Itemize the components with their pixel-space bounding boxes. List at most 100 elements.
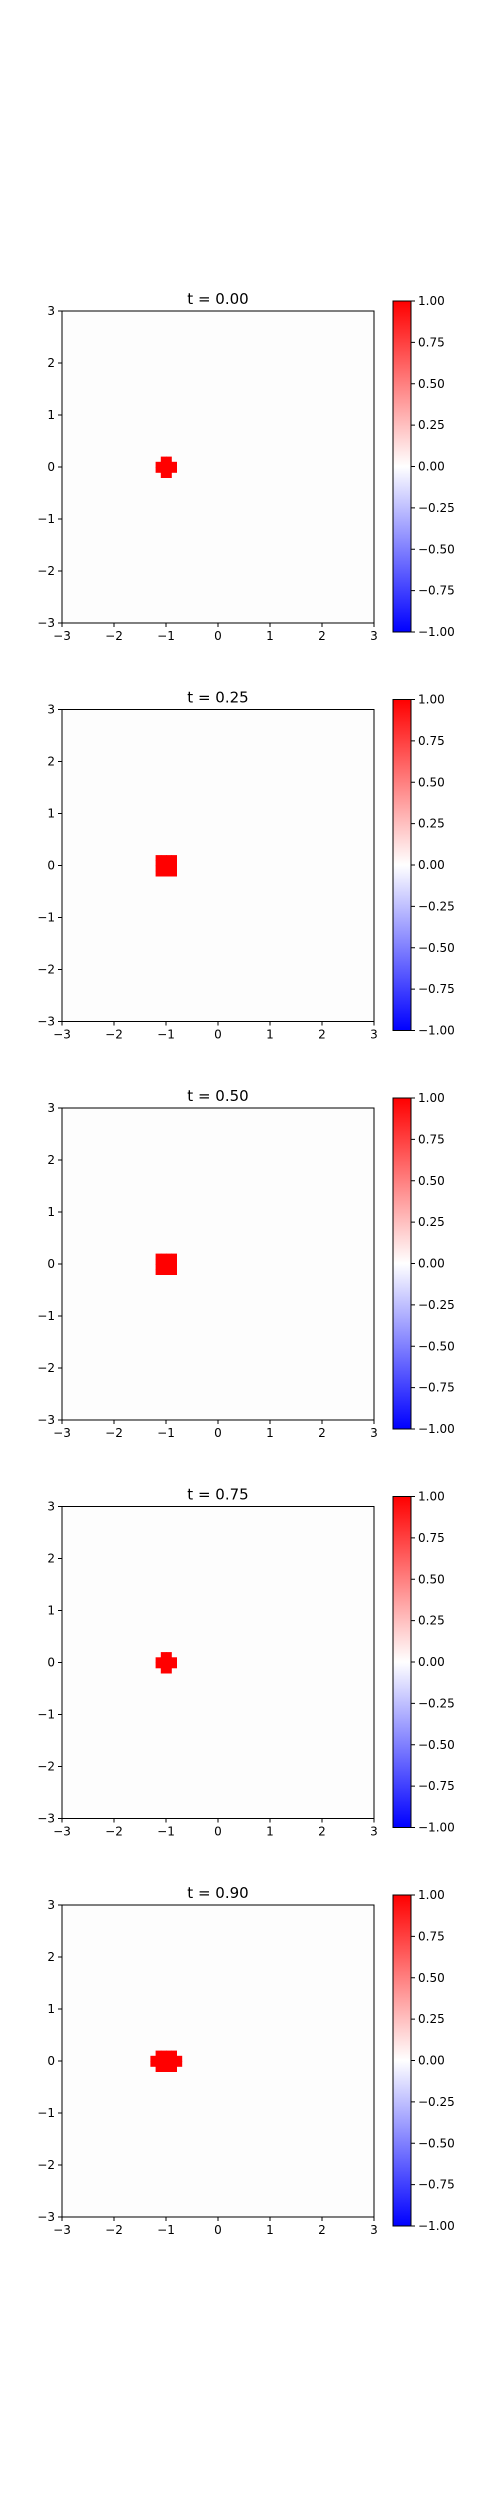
heatmap-cell xyxy=(160,1652,167,1658)
heatmap-cell xyxy=(171,860,177,867)
heatmap-cell xyxy=(166,472,172,478)
x-tick-label: 0 xyxy=(214,1825,222,1839)
heatmap-cell xyxy=(160,2061,167,2067)
heatmap-cell xyxy=(160,456,167,463)
colorbar-tick-label: −0.75 xyxy=(418,2178,455,2192)
x-tick-label: 2 xyxy=(318,2223,326,2237)
heatmap-cell xyxy=(155,2061,162,2067)
x-tick-label: 0 xyxy=(214,629,222,643)
plot-title: t = 0.90 xyxy=(187,1884,248,1902)
colorbar-tick-label: −0.50 xyxy=(418,1339,455,1353)
x-tick-label: 1 xyxy=(266,1028,274,1042)
y-tick-label: 0 xyxy=(47,1656,55,1670)
heatmap-cell xyxy=(150,2061,157,2067)
y-tick-label: −2 xyxy=(37,564,55,578)
heatmap-cell xyxy=(171,461,177,468)
y-tick-label: 1 xyxy=(47,1604,55,1618)
heatmap-cell xyxy=(155,855,162,861)
x-tick-label: −1 xyxy=(157,1028,175,1042)
y-tick-label: −3 xyxy=(37,1812,55,1826)
heatmap-cell xyxy=(155,1657,162,1664)
heatmap-background xyxy=(62,1905,374,2217)
heatmap-cell xyxy=(166,1253,172,1260)
heatmap-cell xyxy=(160,2055,167,2062)
heatmap-cell xyxy=(166,461,172,468)
colorbar-tick-label: −0.25 xyxy=(418,1696,455,1710)
y-tick-label: 3 xyxy=(47,703,55,717)
y-tick-label: −3 xyxy=(37,616,55,630)
heatmap-cell xyxy=(155,870,162,877)
heatmap-cell xyxy=(171,870,177,877)
y-tick-label: −1 xyxy=(37,1309,55,1323)
colorbar-tick-label: 0.50 xyxy=(418,1572,445,1586)
heatmap-background xyxy=(62,311,374,623)
subplot-1: t = 0.25 −3 −2 −1 0 1 2 3 −3 −2 −1 0 1 2 3 1.00 0.75 0.50… xyxy=(37,689,454,1042)
y-tick-label: −1 xyxy=(37,2106,55,2120)
heatmap-cell xyxy=(166,467,172,473)
colorbar-tick-label: 1.00 xyxy=(418,1490,445,1504)
y-tick-label: 0 xyxy=(47,2054,55,2068)
x-tick-label: −3 xyxy=(53,1028,71,1042)
colorbar-tick-label: −0.25 xyxy=(418,899,455,913)
heatmap-cell xyxy=(155,860,162,867)
x-tick-label: 1 xyxy=(266,629,274,643)
y-tick-label: 0 xyxy=(47,859,55,873)
heatmap-cell xyxy=(166,1258,172,1265)
colorbar-tick-label: −0.50 xyxy=(418,2136,455,2150)
y-tick-label: 1 xyxy=(47,408,55,422)
heatmap-cell xyxy=(155,2066,162,2072)
heatmap-cell xyxy=(160,461,167,468)
heatmap-cell xyxy=(171,2055,177,2062)
heatmap-cell xyxy=(171,855,177,861)
heatmap-cell xyxy=(160,1264,167,1270)
heatmap-cell xyxy=(160,1258,167,1265)
y-tick-label: −3 xyxy=(37,1015,55,1029)
x-tick-label: −1 xyxy=(157,1825,175,1839)
heatmap-background xyxy=(62,709,374,1022)
colorbar-tick-label: 0.50 xyxy=(418,377,445,391)
heatmap-cell xyxy=(155,1264,162,1270)
y-tick-label: −2 xyxy=(37,2158,55,2172)
x-tick-label: 3 xyxy=(370,2223,378,2237)
x-tick-label: −2 xyxy=(105,1426,123,1440)
heatmap-cell xyxy=(171,1264,177,1270)
x-tick-label: 1 xyxy=(266,1825,274,1839)
heatmap-cell xyxy=(166,2066,172,2072)
heatmap-cell xyxy=(155,2055,162,2062)
x-tick-label: −1 xyxy=(157,1426,175,1440)
heatmap-cell xyxy=(160,865,167,872)
heatmap-cell xyxy=(166,860,172,867)
plot-title: t = 0.00 xyxy=(187,290,248,308)
x-tick-label: 0 xyxy=(214,1426,222,1440)
heatmap-cell xyxy=(155,865,162,872)
colorbar-tick-label: 0.00 xyxy=(418,2054,445,2068)
colorbar-tick-label: −1.00 xyxy=(418,2219,455,2233)
heatmap-cell xyxy=(166,1667,172,1674)
heatmap-cell xyxy=(171,2066,177,2072)
heatmap-cell xyxy=(160,2050,167,2057)
colorbar-tick-label: 0.50 xyxy=(418,1174,445,1188)
subplot-3: t = 0.75 −3 −2 −1 0 1 2 3 −3 −2 −1 0 1 2 3 1.00 0.75 0.50… xyxy=(37,1486,454,1839)
colorbar-tick-label: −0.75 xyxy=(418,1381,455,1395)
heatmap-cell xyxy=(171,1662,177,1669)
x-tick-label: −3 xyxy=(53,1825,71,1839)
heatmap-cell xyxy=(155,461,162,468)
heatmap-cell xyxy=(160,1269,167,1275)
heatmap-cell xyxy=(160,1662,167,1669)
colorbar xyxy=(393,699,411,1031)
heatmap-cell xyxy=(176,2055,183,2062)
heatmap-cell xyxy=(171,467,177,473)
heatmap-cell xyxy=(166,2055,172,2062)
heatmap-cell xyxy=(166,1264,172,1270)
x-tick-label: 0 xyxy=(214,2223,222,2237)
heatmap-cell xyxy=(166,855,172,861)
y-tick-label: 3 xyxy=(47,1500,55,1514)
x-tick-label: 3 xyxy=(370,629,378,643)
heatmap-cell xyxy=(155,1258,162,1265)
colorbar-tick-label: 0.75 xyxy=(418,1929,445,1943)
heatmap-cell xyxy=(171,865,177,872)
colorbar-tick-label: 0.75 xyxy=(418,1132,445,1146)
y-tick-label: −2 xyxy=(37,1361,55,1375)
y-tick-label: 1 xyxy=(47,1205,55,1219)
